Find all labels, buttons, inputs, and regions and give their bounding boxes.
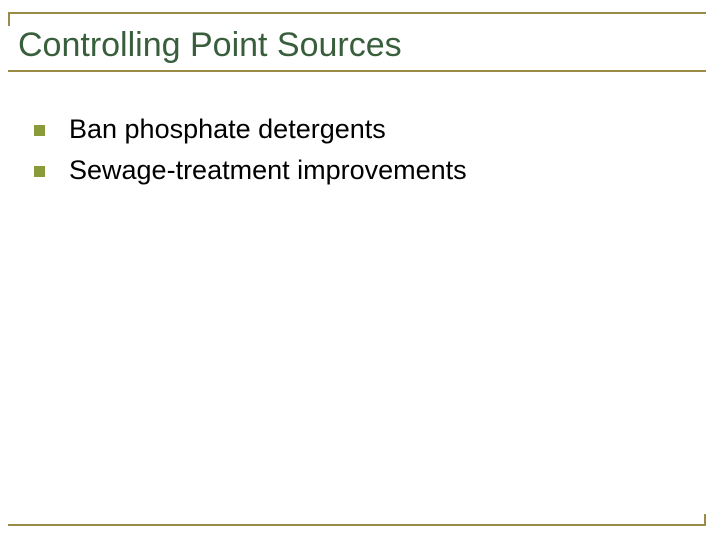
list-item: Ban phosphate detergents <box>34 112 680 147</box>
bottom-rule <box>8 524 706 526</box>
title-left-notch <box>8 14 10 26</box>
square-bullet-icon <box>34 166 45 177</box>
bullet-text: Ban phosphate detergents <box>69 112 386 147</box>
bullet-text: Sewage-treatment improvements <box>69 153 467 188</box>
bottom-right-notch <box>704 514 706 526</box>
list-item: Sewage-treatment improvements <box>34 153 680 188</box>
title-rule-box: Controlling Point Sources <box>8 12 706 72</box>
square-bullet-icon <box>34 125 45 136</box>
content-region: Ban phosphate detergents Sewage-treatmen… <box>34 112 680 194</box>
slide-title: Controlling Point Sources <box>18 26 402 65</box>
slide: Controlling Point Sources Ban phosphate … <box>0 0 720 540</box>
